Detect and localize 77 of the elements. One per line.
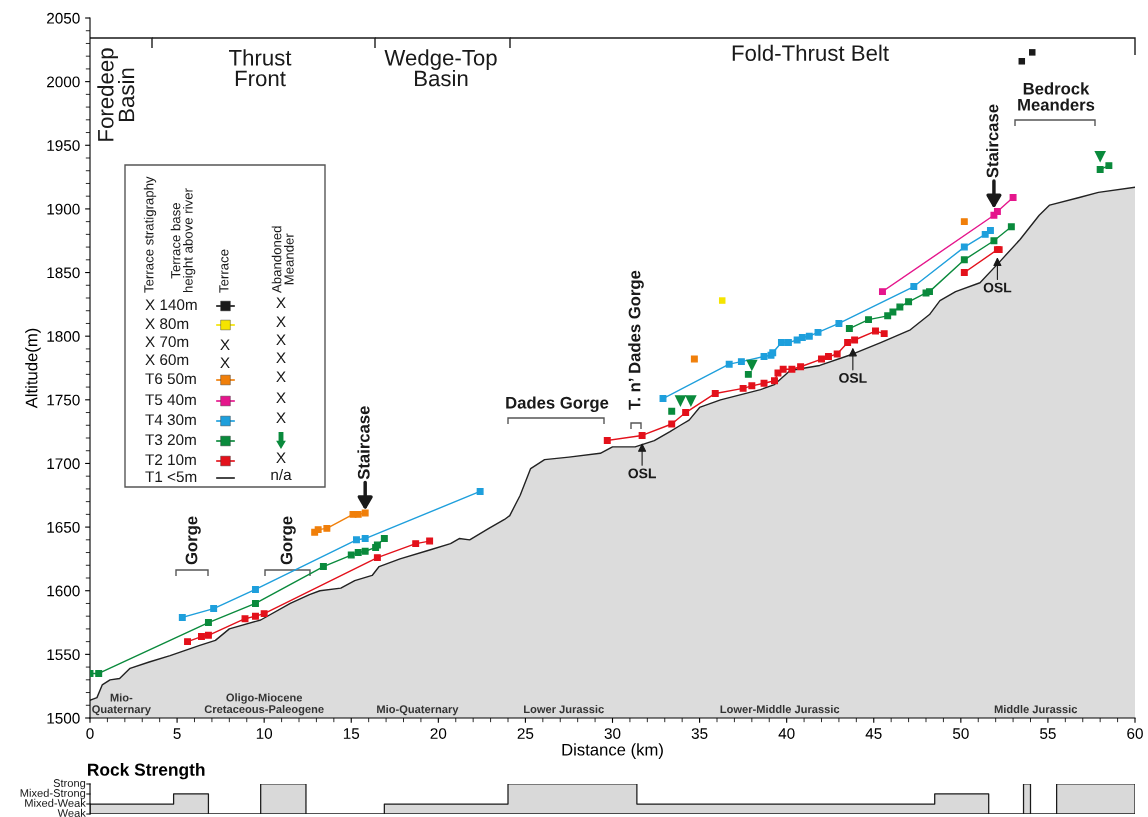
y-tick-label: 1700 — [47, 458, 80, 470]
annotation: Staircase — [357, 406, 370, 480]
x-tick-label: 45 — [865, 728, 882, 739]
legend-label: X 140m — [145, 299, 197, 311]
annotation: X — [276, 334, 286, 345]
annotation: Terrace stratigraphy — [143, 176, 157, 293]
legend-label: T4 30m — [145, 414, 196, 426]
annotation: OSL — [628, 468, 656, 479]
annotation: X — [220, 357, 230, 368]
annotation: Mio- Quaternary — [92, 693, 151, 716]
x-tick-label: 60 — [1127, 728, 1143, 739]
annotation: X — [276, 392, 286, 403]
annotation: Middle Jurassic — [994, 704, 1078, 714]
x-tick-label: 15 — [343, 728, 360, 739]
text: Strong — [53, 779, 86, 790]
annotation: Staircase — [986, 104, 999, 178]
annotation: OSL — [983, 282, 1012, 293]
annotation: Foredeep Basin — [97, 48, 135, 141]
chart-title: Rock Strength — [88, 763, 205, 780]
text: Mixed-Weak — [25, 798, 86, 807]
annotation: Dades Gorge — [506, 396, 609, 412]
annotation: Mio-Quaternary — [377, 704, 459, 716]
legend-label: X 80m — [145, 318, 189, 330]
legend-label: T2 10m — [145, 454, 196, 466]
x-tick-label: 25 — [517, 728, 534, 739]
x-tick-label: 40 — [778, 728, 795, 739]
y-tick-label: 1600 — [47, 585, 80, 597]
annotation: X — [276, 371, 286, 382]
annotation: Wedge-Top Basin — [384, 49, 497, 87]
annotation: Oligo-Miocene Cretaceous-Paleogene — [204, 693, 324, 716]
annotation: X — [276, 452, 286, 463]
annotation: Lower-Middle Jurassic — [720, 704, 840, 714]
annotation: Thrust Front — [229, 49, 292, 87]
y-axis-title: Altitude(m) — [25, 328, 41, 409]
annotation: X — [276, 412, 286, 423]
annotation: OSL — [839, 373, 867, 383]
y-tick-label: 1750 — [47, 394, 80, 406]
y-tick-label: 1900 — [47, 203, 80, 215]
annotation: X — [276, 316, 286, 327]
legend-label: T5 40m — [145, 394, 196, 406]
y-tick-label: 1850 — [47, 267, 80, 279]
legend-label: T3 20m — [145, 434, 196, 446]
x-tick-label: 20 — [430, 728, 447, 739]
legend-label: T6 50m — [145, 373, 196, 385]
x-tick-label: 10 — [256, 728, 273, 739]
annotation: X 60m — [145, 354, 189, 366]
y-tick-label: 1950 — [47, 140, 80, 151]
annotation: Terrace — [219, 249, 229, 293]
annotation: Bedrock Meanders — [1018, 82, 1095, 111]
annotation: Gorge — [280, 516, 296, 565]
x-tick-label: 50 — [952, 728, 969, 739]
annotation: X — [220, 339, 230, 350]
x-tick-label: 0 — [86, 728, 94, 739]
x-tick-label: 5 — [173, 728, 181, 739]
annotation: Terrace base height above river — [170, 188, 196, 293]
y-tick-label: 2050 — [47, 12, 80, 24]
x-tick-label: 55 — [1040, 728, 1056, 739]
x-tick-label: 30 — [604, 728, 621, 739]
annotation: T. n’ Dades Gorge — [628, 270, 644, 410]
text: Mixed-Strong — [20, 788, 86, 800]
y-tick-label: 1550 — [47, 649, 80, 661]
text: Weak — [57, 808, 86, 817]
annotation: X 70m — [145, 336, 189, 348]
y-tick-label: 2000 — [47, 76, 80, 88]
annotation: n/a — [271, 468, 292, 481]
x-axis-title: Distance (km) — [562, 743, 663, 759]
legend-label: T1 <5m — [145, 471, 197, 483]
y-tick-label: 1650 — [47, 521, 80, 533]
y-tick-label: 1500 — [47, 712, 80, 724]
y-tick-label: 1800 — [47, 331, 80, 342]
annotation: Lower Jurassic — [524, 704, 604, 714]
annotation: X — [276, 352, 286, 363]
annotation: Gorge — [185, 516, 201, 565]
x-tick-label: 35 — [691, 728, 708, 739]
annotation: Abandoned Meander — [271, 226, 294, 293]
annotation: X — [276, 297, 286, 308]
annotation: Fold-Thrust Belt — [732, 44, 889, 61]
